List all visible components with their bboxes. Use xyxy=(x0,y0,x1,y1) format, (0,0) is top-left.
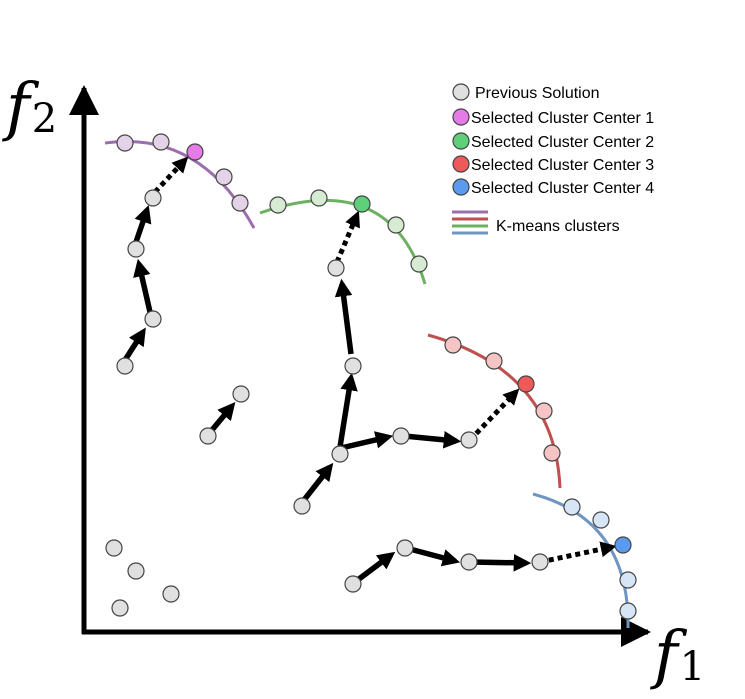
arrow xyxy=(340,431,394,451)
cluster-3-center xyxy=(517,375,535,393)
cluster-2-point xyxy=(310,189,328,207)
legend: Previous Solution Selected Cluster Cente… xyxy=(452,83,654,235)
previous-point xyxy=(293,497,311,515)
arrow xyxy=(405,545,461,567)
arrow xyxy=(470,553,532,572)
cluster-3-point xyxy=(543,444,561,462)
cluster-2-point xyxy=(410,255,428,273)
previous-point xyxy=(127,240,145,258)
cluster-4-center xyxy=(614,536,632,554)
arrow xyxy=(403,431,462,449)
legend-dot-previous xyxy=(452,83,470,101)
previous-point xyxy=(396,539,414,557)
previous-point xyxy=(344,575,362,593)
cluster-3-point xyxy=(485,352,503,370)
previous-solutions xyxy=(105,189,549,617)
legend-label-previous: Previous Solution xyxy=(475,85,600,102)
cluster-2-points xyxy=(269,189,428,273)
legend-label-cluster-2: Selected Cluster Center 2 xyxy=(471,134,654,151)
previous-point xyxy=(127,562,145,580)
y-axis-label: f2 xyxy=(2,70,57,144)
arrow xyxy=(334,278,354,355)
cluster-1-center xyxy=(186,143,204,161)
dotted-arrows xyxy=(153,156,617,565)
legend-dot-cluster-3 xyxy=(452,155,470,173)
legend-label-cluster-1: Selected Cluster Center 1 xyxy=(471,110,654,127)
previous-point xyxy=(111,599,129,617)
legend-dot-cluster-2 xyxy=(452,132,470,150)
arrow xyxy=(122,327,146,362)
dotted-arrow xyxy=(468,388,520,442)
previous-point xyxy=(392,427,410,445)
cluster-4-points xyxy=(563,498,637,620)
legend-label-cluster-3: Selected Cluster Center 3 xyxy=(471,157,654,174)
previous-point xyxy=(460,553,478,571)
legend-dot-cluster-1 xyxy=(452,108,470,126)
arrow xyxy=(353,551,396,585)
cluster-4-point xyxy=(619,602,637,620)
cluster-2-point xyxy=(387,216,405,234)
cluster-1-points xyxy=(116,133,249,212)
cluster-2-center xyxy=(353,195,371,213)
cluster-3-point xyxy=(444,336,462,354)
legend-label-clusters: K-means clusters xyxy=(496,218,620,235)
previous-point xyxy=(105,539,123,557)
arrow xyxy=(301,462,334,502)
cluster-3-point xyxy=(535,402,553,420)
cluster-1-point xyxy=(231,194,249,212)
previous-point xyxy=(144,189,162,207)
previous-point xyxy=(460,431,478,449)
cluster-4-point xyxy=(592,511,610,529)
x-axis-label: f1 xyxy=(650,618,705,692)
previous-point xyxy=(199,427,217,445)
cluster-1-point xyxy=(152,133,170,151)
arrow xyxy=(133,258,153,313)
solid-arrows xyxy=(122,205,532,585)
previous-point xyxy=(327,259,345,277)
legend-label-cluster-4: Selected Cluster Center 4 xyxy=(471,180,654,197)
previous-point xyxy=(162,585,180,603)
dotted-arrow xyxy=(153,156,189,194)
cluster-2-point xyxy=(269,196,287,214)
legend-dot-cluster-4 xyxy=(452,178,470,196)
previous-point xyxy=(116,357,134,375)
arrow xyxy=(337,372,358,448)
legend-cluster-lines xyxy=(452,210,488,235)
previous-point xyxy=(232,385,250,403)
arrow xyxy=(133,205,152,243)
cluster-3-points xyxy=(444,336,561,462)
cluster-1-point xyxy=(215,168,233,186)
arrow xyxy=(209,401,236,432)
previous-point xyxy=(531,553,549,571)
previous-point xyxy=(144,310,162,328)
cluster-1-curve xyxy=(104,140,256,229)
cluster-4-point xyxy=(563,498,581,516)
previous-point xyxy=(331,445,349,463)
previous-point xyxy=(344,357,362,375)
cluster-4-point xyxy=(619,571,637,589)
dotted-arrow xyxy=(334,210,360,263)
dotted-arrow xyxy=(539,541,617,565)
cluster-1-point xyxy=(116,134,134,152)
